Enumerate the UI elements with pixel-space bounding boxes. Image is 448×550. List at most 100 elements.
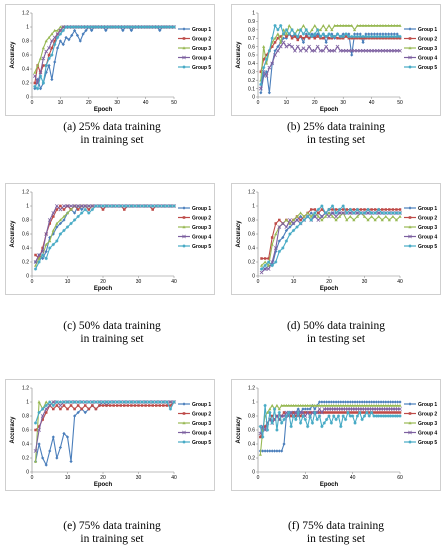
data-point	[306, 403, 310, 407]
data-point	[299, 221, 303, 226]
data-point	[387, 218, 391, 222]
data-point	[76, 208, 80, 211]
data-point	[270, 61, 275, 66]
data-point	[55, 400, 59, 404]
data-point	[393, 414, 397, 418]
data-point	[391, 214, 395, 218]
y-tick-label: 0.4	[248, 246, 255, 252]
legend-label: Group 3	[418, 225, 437, 231]
data-point	[258, 452, 262, 456]
data-point	[334, 211, 338, 215]
data-point	[75, 25, 80, 29]
data-point	[108, 204, 112, 208]
data-point	[324, 44, 329, 49]
legend-label: Group 4	[418, 430, 437, 436]
data-point	[69, 400, 73, 404]
data-point	[299, 218, 302, 222]
data-point	[393, 400, 397, 404]
data-point	[65, 435, 70, 439]
data-point	[301, 414, 305, 418]
data-point	[94, 204, 98, 208]
data-point	[73, 25, 77, 29]
y-tick-label: 1	[26, 400, 29, 406]
legend-item-group-2: Group 2	[404, 411, 437, 417]
data-point	[358, 410, 362, 415]
legend-label: Group 4	[192, 430, 211, 436]
data-point	[133, 204, 137, 208]
data-point	[384, 24, 388, 27]
legend-item-group-5: Group 5	[404, 65, 437, 71]
data-point	[367, 414, 371, 418]
data-point	[370, 34, 374, 39]
x-tick-label: 10	[65, 475, 71, 481]
legend-marker	[182, 65, 186, 69]
data-point	[33, 459, 38, 463]
data-point	[290, 36, 294, 40]
data-point	[344, 24, 348, 27]
data-point	[78, 25, 82, 29]
chart-d: 0 0.2 0.4 0.6 0.8 1 1.2 0 10 20 30 40 Epoch Accuracy G…	[236, 190, 437, 292]
data-point	[355, 24, 359, 27]
caption-a-line1: (a) 25% data training	[63, 121, 161, 133]
y-tick-label: 1.2	[22, 11, 29, 17]
data-point	[344, 32, 348, 36]
x-tick-label: 30	[340, 100, 346, 106]
caption-c-line2: in training set	[80, 333, 144, 345]
data-point	[61, 25, 66, 29]
data-point	[307, 36, 311, 40]
legend-label: Group 1	[192, 27, 211, 33]
y-tick-label: 0	[26, 95, 29, 101]
data-point	[367, 400, 371, 404]
series-group-3	[259, 24, 402, 82]
y-tick-label: 0	[26, 470, 29, 476]
data-point	[172, 25, 176, 29]
data-point	[50, 53, 54, 57]
x-tick-label: 10	[284, 100, 290, 106]
data-point	[308, 411, 312, 414]
x-tick-label: 0	[31, 100, 34, 106]
data-point	[101, 25, 105, 29]
data-point	[115, 25, 119, 29]
data-point	[115, 204, 119, 208]
data-point	[101, 204, 105, 208]
data-point	[320, 218, 324, 222]
data-point	[119, 400, 123, 404]
data-point	[275, 428, 279, 432]
data-point	[395, 208, 398, 211]
data-point	[337, 411, 340, 414]
data-point	[302, 36, 305, 40]
legend-label: Group 3	[192, 46, 211, 52]
data-point	[44, 63, 48, 68]
legend-marker	[408, 244, 412, 248]
data-point	[90, 207, 94, 212]
data-point	[309, 218, 313, 222]
data-point	[36, 87, 40, 91]
data-point	[335, 32, 340, 36]
data-point	[281, 40, 286, 45]
legend-marker	[408, 225, 412, 229]
data-point	[288, 218, 292, 222]
data-point	[398, 414, 402, 418]
legend-label: Group 4	[418, 55, 437, 61]
data-point	[360, 417, 364, 422]
data-point	[282, 403, 286, 407]
x-tick-label: 20	[100, 279, 106, 285]
data-point	[316, 28, 320, 32]
legend-marker	[182, 55, 186, 60]
data-point	[310, 34, 314, 39]
data-point	[55, 225, 59, 229]
data-point	[351, 403, 355, 407]
data-point	[41, 81, 45, 85]
data-point	[44, 256, 48, 261]
data-point	[266, 267, 271, 271]
data-point	[379, 400, 383, 404]
data-point	[378, 34, 382, 39]
data-point	[158, 404, 162, 407]
data-point	[389, 411, 392, 414]
data-point	[324, 28, 328, 32]
data-point	[33, 84, 37, 89]
data-point	[365, 410, 369, 415]
data-point	[352, 218, 356, 222]
data-point	[377, 214, 381, 218]
data-point	[327, 214, 331, 219]
